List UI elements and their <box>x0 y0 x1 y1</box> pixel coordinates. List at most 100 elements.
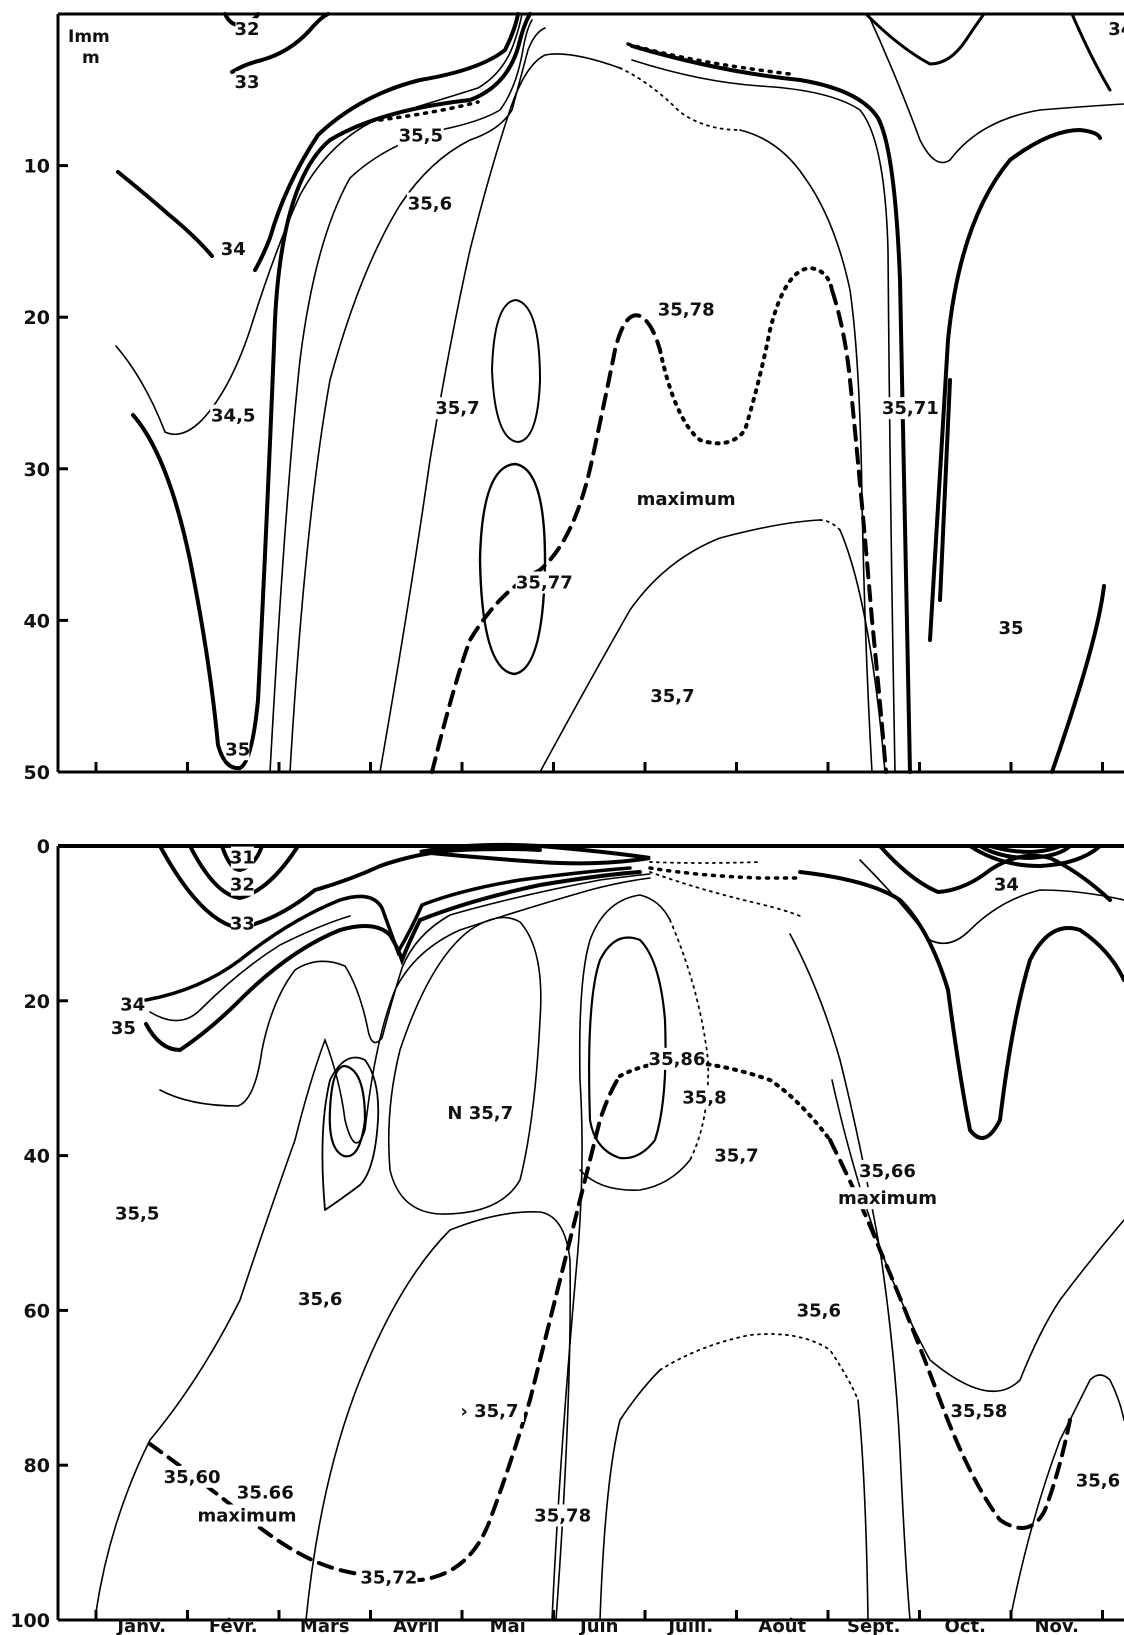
contour-label-bg <box>454 1400 524 1423</box>
contour-label-bg <box>360 1566 418 1589</box>
depth-tick-top-4: 50 <box>24 762 68 784</box>
contour-label-bg <box>1074 1469 1121 1492</box>
isohaline-35-7-top-bottom-dotted <box>819 519 841 531</box>
depth-tick-label: 60 <box>24 1300 50 1322</box>
isohaline-35-7-top-back <box>739 129 873 773</box>
contour-label-bg <box>649 685 696 708</box>
isohaline-35-7-bottom-inner-loop <box>328 1064 367 1158</box>
contour-label: › 35,7 <box>460 1401 518 1422</box>
isohaline-35-top-back <box>630 44 912 774</box>
isohaline-34-top-back <box>867 13 1124 164</box>
isohaline-35-bottom-back-thin <box>859 859 1124 945</box>
contour-label: 35,7 <box>435 398 479 419</box>
unit-label-bottom: m <box>82 48 100 68</box>
contour-label-bg <box>999 616 1023 639</box>
contour-label: 35,6 <box>1076 1471 1120 1492</box>
contour-label: maximum <box>637 489 736 510</box>
contour-label: 35.66 <box>237 1482 294 1503</box>
top-panel-contour-labels: 32 33 34 35,5 35,6 34 35,78 35,7 35,71 34,5 maximu… <box>210 18 1124 761</box>
contour-label-bg <box>515 571 574 594</box>
isohaline-35-5-bottom <box>159 873 651 1107</box>
isohaline-31-bottom <box>220 844 264 873</box>
isohaline-35-77-lower-cell <box>478 462 547 676</box>
isohaline-35-bottom-dotted-front-3 <box>649 861 761 864</box>
isohaline-35-7-bottom-loop <box>321 1056 380 1211</box>
isohaline-35-5-top-right <box>1050 584 1106 774</box>
contour-label-bg <box>681 1086 728 1109</box>
depth-tick-label: 40 <box>24 1146 50 1168</box>
maximum-dotted-line-top <box>658 265 834 446</box>
contour-label: 35,71 <box>882 398 939 419</box>
isohaline-35-top-right <box>928 127 1102 642</box>
month-label: Janv. <box>115 1616 166 1635</box>
isohaline-35-top-dotted-link <box>378 100 480 122</box>
isohaline-35-bottom-top-right-lens3 <box>968 844 1102 869</box>
isohaline-35-7-bottom-juin <box>551 894 671 1621</box>
isohaline-35-top-right-lower <box>938 378 952 602</box>
contour-label: 35,6 <box>408 194 452 215</box>
contour-label: 35 <box>225 739 250 760</box>
isohaline-35-6-bottom-right <box>599 1369 661 1621</box>
contour-label: 35,60 <box>164 1467 221 1488</box>
depth-tick-label: 10 <box>24 156 50 178</box>
depth-tick-label: 20 <box>24 991 50 1013</box>
contour-label: 34 <box>221 239 246 260</box>
bottom-panel: 0 20 40 60 80 100 <box>10 836 1124 1632</box>
isohaline-35-6-bottom-dotted <box>659 1333 859 1401</box>
depth-tick-top-2: 30 <box>24 459 68 481</box>
isohaline-35-7-bottom-cell <box>387 916 542 1215</box>
contour-label: 34 <box>1108 19 1124 40</box>
contour-label: 35,6 <box>797 1300 841 1321</box>
depth-tick-top-1: 20 <box>24 307 68 329</box>
contour-label: 35,8 <box>682 1088 726 1109</box>
isohaline-33-bottom <box>158 844 542 931</box>
isohaline-32-bottom <box>188 844 300 901</box>
contour-label: 34,5 <box>211 406 255 427</box>
contour-label-bg <box>994 873 1018 896</box>
isohaline-35-7-top-bottom-tail <box>839 529 886 773</box>
depth-tick-top-3: 40 <box>24 610 68 632</box>
isohaline-35-7-top-dotted <box>619 67 741 131</box>
depth-tick-label: 50 <box>24 762 50 784</box>
contour-label: 35,66 <box>859 1161 916 1182</box>
isohaline-35-bottom-left <box>144 870 642 1053</box>
isohaline-34-5-top <box>115 13 523 436</box>
contour-label-bg <box>226 738 250 761</box>
isohaline-35-bottom-dotted-front <box>648 866 802 880</box>
isohaline-35-bottom-top-right-lens2 <box>988 844 1062 855</box>
contour-label-bg <box>235 18 259 41</box>
top-panel-maximum-line <box>430 265 888 774</box>
contour-label: 35,78 <box>534 1506 591 1527</box>
depth-tick-bottom-3: 60 <box>24 1300 68 1322</box>
isohaline-35-5-top <box>269 19 533 773</box>
contour-label-bg <box>230 912 254 935</box>
bottom-panel-isohalines <box>95 842 1124 1621</box>
month-label: Avril <box>393 1616 439 1635</box>
contour-label-bg <box>858 1160 917 1183</box>
isohaline-35-6-bottom-back <box>857 1399 869 1621</box>
isohaline-35-7-bottom-juin-dotted <box>669 919 710 1161</box>
maximum-dashed-line-top <box>430 313 662 774</box>
isohaline-33-top <box>230 12 330 74</box>
month-label: Nov. <box>1034 1616 1079 1635</box>
top-panel-month-ticks <box>94 762 1104 772</box>
top-panel: 10 20 30 40 50 Imm m <box>24 12 1124 784</box>
isohaline-35-6-top <box>289 27 546 773</box>
contour-label-bg <box>657 298 715 321</box>
month-label: Juill. <box>666 1616 713 1635</box>
contour-label: 35 <box>998 618 1023 639</box>
maximum-dashed-line-top-back <box>830 288 888 774</box>
contour-label-bg <box>163 1465 221 1488</box>
contour-label: 33 <box>234 72 259 93</box>
top-panel-depth-ticks: 10 20 30 40 50 <box>24 156 68 784</box>
contour-label-bg <box>397 124 444 147</box>
bottom-panel-depth-ticks: 0 20 40 60 80 100 <box>10 836 68 1632</box>
month-label: Juin <box>578 1616 619 1635</box>
contour-label: 31 <box>230 848 255 869</box>
contour-label: maximum <box>197 1506 296 1527</box>
depth-tick-bottom-5: 100 <box>10 1610 68 1632</box>
isohaline-34-top-left <box>116 170 214 258</box>
contour-label: 34 <box>120 995 145 1016</box>
isohaline-35-top-back-dotted <box>626 42 792 76</box>
